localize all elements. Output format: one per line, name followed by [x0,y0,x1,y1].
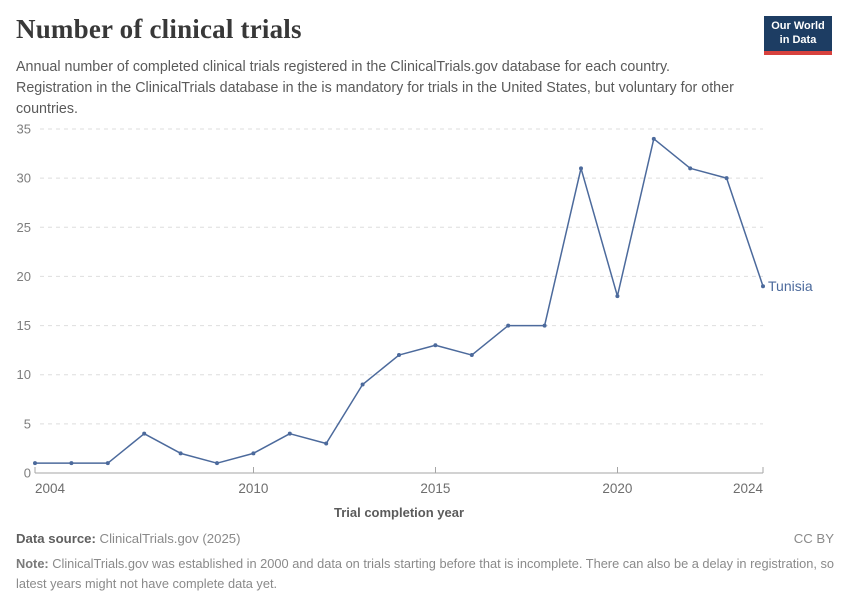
x-tick-label: 2024 [733,481,764,496]
data-point [433,343,438,348]
y-tick-label: 10 [17,367,31,382]
y-tick-label: 5 [24,416,31,431]
x-axis-title: Trial completion year [334,505,464,520]
owid-logo-line2: in Data [779,34,817,47]
data-point [178,451,183,456]
data-point [215,461,219,466]
y-tick-label: 25 [17,220,31,235]
data-source-label: Data source: [16,531,96,546]
line-chart: 0 5 10 15 20 25 30 35 2004 2010 2015 2020 2024 Trial … [17,122,813,521]
data-point [615,294,620,299]
chart-header: Number of clinical trials Annual number … [16,14,740,120]
y-tick-label: 30 [17,171,31,186]
series-line [35,138,764,464]
license-badge: CC BY [793,531,834,546]
data-point [324,441,329,446]
data-point [651,136,656,141]
y-tick-label: 0 [24,466,31,481]
owid-logo: Our World in Data [764,16,832,55]
chart-area: 0 5 10 15 20 25 30 35 2004 2010 2015 2020 2024 Trial … [0,110,850,525]
data-point [360,382,365,387]
data-source-value: ClinicalTrials.gov (2025) [95,531,241,546]
data-point [506,323,511,328]
x-tick-label: 2015 [420,481,450,496]
data-point [142,431,147,436]
data-point [105,461,110,466]
data-source: Data source: ClinicalTrials.gov (2025) [16,531,241,546]
data-point [761,284,765,289]
page-title: Number of clinical trials [16,14,302,44]
y-tick-label: 15 [17,318,31,333]
data-point [469,353,474,358]
chart-note: Note: ClinicalTrials.gov was established… [16,554,844,594]
y-tick-label: 20 [17,269,31,284]
data-point [397,353,401,358]
data-point [33,461,37,466]
data-point [542,323,547,328]
x-tick-label: 2004 [35,481,66,496]
note-text: ClinicalTrials.gov was established in 20… [16,556,835,591]
data-point [688,166,693,171]
data-point [287,431,292,436]
note-label: Note: [16,556,49,571]
data-point [251,451,256,456]
y-tick-label: 35 [17,122,31,137]
data-point [724,176,729,181]
chart-subtitle: Annual number of completed clinical tria… [16,59,734,117]
x-tick-label: 2010 [238,481,268,496]
series-label: Tunisia [768,278,813,294]
source-row: Data source: ClinicalTrials.gov (2025) C… [16,531,834,546]
data-point [579,166,583,171]
x-tick-label: 2020 [602,481,632,496]
data-point [69,461,74,466]
owid-logo-line1: Our World [771,20,825,32]
